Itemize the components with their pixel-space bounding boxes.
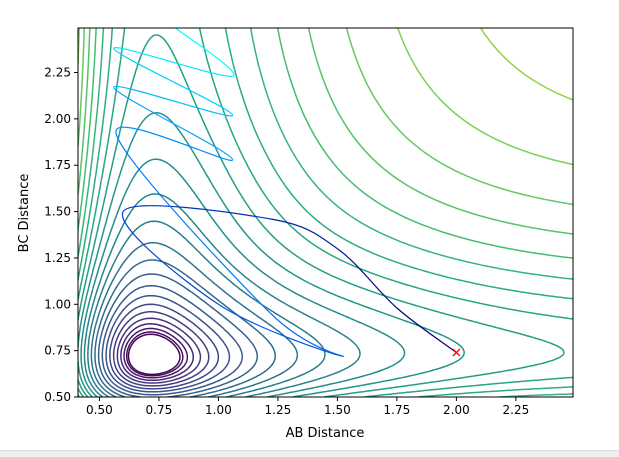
y-tick-label: 2.00 <box>44 112 71 126</box>
contour-level-line <box>78 34 565 397</box>
trajectory-segment <box>113 85 234 117</box>
trajectory-segment <box>113 47 233 77</box>
x-tick-label: 2.00 <box>443 403 470 417</box>
y-tick-label: 1.00 <box>44 297 71 311</box>
x-tick-label: 0.75 <box>146 403 173 417</box>
contour-level-line <box>90 242 299 397</box>
contour-level-line <box>116 317 202 384</box>
contour-level-line <box>78 28 573 397</box>
contour-level-line <box>109 303 220 390</box>
y-tick-label: 1.25 <box>44 251 71 265</box>
start-marker <box>452 348 461 357</box>
trajectory-path <box>113 28 457 358</box>
y-tick-label: 1.75 <box>44 158 71 172</box>
start-marker-stroke <box>452 348 461 357</box>
y-tick-label: 1.50 <box>44 205 71 219</box>
contour-level-line <box>125 331 184 377</box>
contour-level-line <box>127 333 181 376</box>
contour-level-line <box>78 28 573 397</box>
contour-level-line <box>101 284 244 396</box>
trajectory-segment <box>113 47 234 116</box>
x-tick-label: 1.00 <box>205 403 232 417</box>
contour-level-line <box>480 28 573 101</box>
contour-level-line <box>78 111 465 397</box>
contour-level-line <box>80 158 406 397</box>
trajectory-segment <box>270 218 338 250</box>
contour-level-line <box>112 311 210 387</box>
trajectory-segment <box>115 133 272 315</box>
y-tick-label: 0.75 <box>44 344 71 358</box>
contour-level-line <box>94 259 276 397</box>
contour-level-line <box>83 193 361 397</box>
window-bottom-strip <box>0 450 619 457</box>
contour-level-line <box>105 294 231 393</box>
trajectory-segment <box>175 28 235 77</box>
y-tick-label: 2.25 <box>44 66 71 80</box>
y-tick-label: 0.50 <box>44 390 71 404</box>
x-tick-label: 0.50 <box>86 403 113 417</box>
trajectory-segment <box>337 248 398 309</box>
trajectory-segment <box>270 313 344 358</box>
contour-level-line <box>97 273 259 397</box>
contour-level-line <box>87 220 326 397</box>
plot-frame <box>77 27 574 398</box>
contour-level-line <box>120 323 195 382</box>
y-axis-ticks: 0.50 0.75 1.00 1.25 1.50 1.75 2.00 2.25 <box>44 66 78 404</box>
trajectory-segment <box>122 205 271 220</box>
contour-level-line <box>78 28 573 166</box>
x-tick-label: 1.75 <box>384 403 411 417</box>
x-tick-label: 1.50 <box>324 403 351 417</box>
contour-level-line <box>78 28 573 259</box>
contour-level-line <box>78 28 573 235</box>
y-axis-label: BC Distance <box>17 174 32 253</box>
x-tick-label: 1.25 <box>265 403 292 417</box>
contour-level-line <box>123 327 189 379</box>
trajectory-segment <box>113 86 234 161</box>
x-tick-label: 2.25 <box>503 403 530 417</box>
x-axis-ticks: 0.50 0.75 1.00 1.25 1.50 1.75 2.00 2.25 <box>86 397 529 417</box>
contour-lines <box>78 28 573 397</box>
trajectory-segment <box>115 126 234 161</box>
x-axis-label: AB Distance <box>286 426 365 441</box>
trajectory-segment <box>121 211 219 305</box>
contour-level-line <box>78 28 573 206</box>
